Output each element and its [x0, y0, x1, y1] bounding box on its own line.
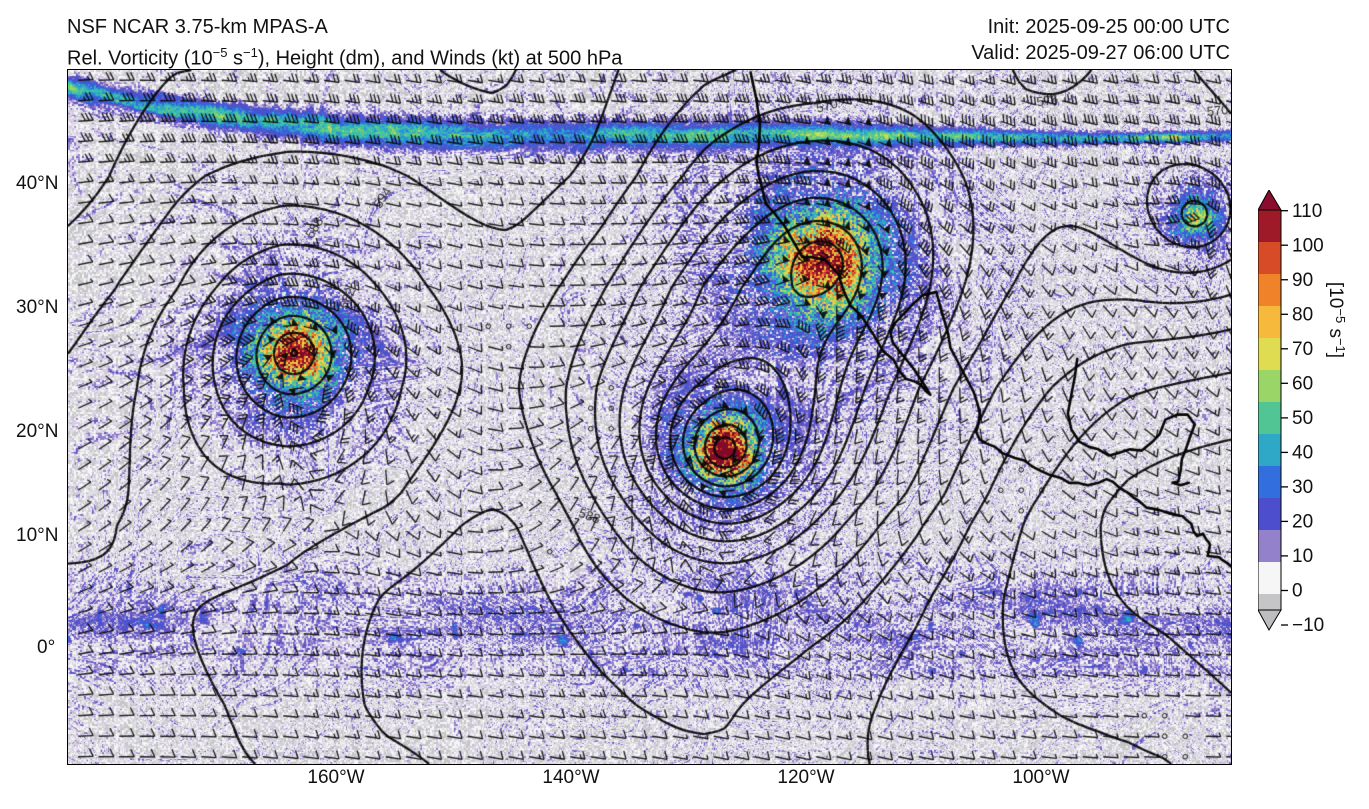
svg-text:20: 20	[1292, 512, 1313, 533]
svg-text:100: 100	[1292, 236, 1324, 257]
svg-text:30: 30	[1292, 477, 1313, 498]
svg-text:80: 80	[1292, 305, 1313, 326]
svg-text:70: 70	[1292, 339, 1313, 360]
svg-text:60: 60	[1292, 374, 1313, 395]
svg-text:10: 10	[1292, 546, 1313, 567]
svg-text:40: 40	[1292, 443, 1313, 464]
svg-text:90: 90	[1292, 270, 1313, 291]
svg-text:50: 50	[1292, 408, 1313, 429]
svg-text:0: 0	[1292, 581, 1303, 602]
svg-text:−10: −10	[1292, 615, 1324, 636]
svg-text:110: 110	[1292, 201, 1322, 222]
